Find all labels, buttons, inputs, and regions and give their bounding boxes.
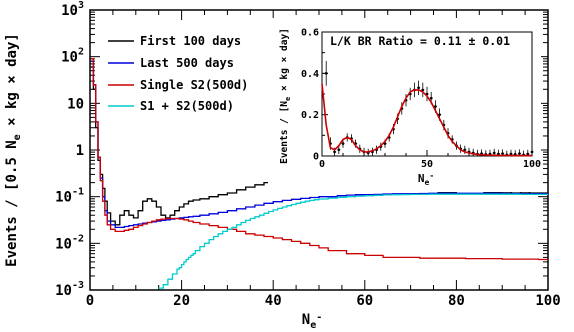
legend-label-s1-s2: S1 + S2(500d): [140, 99, 234, 113]
main-x-tick-label: 80: [448, 293, 465, 309]
main-y-tick-label: 10-1: [55, 187, 84, 206]
inset-y-axis-label: Events / [Ne × kg × day]: [279, 28, 292, 164]
inset-fit-curve: [321, 83, 532, 157]
legend-label-last-500-days: Last 500 days: [140, 56, 234, 70]
inset-data-point: [333, 150, 336, 154]
inset-data-point: [518, 152, 521, 155]
inset-data-point: [526, 152, 530, 156]
main-y-tick-label: 1: [76, 143, 84, 159]
inset-data-point: [417, 86, 420, 90]
main-x-tick-label: 100: [535, 293, 560, 309]
inset-data-point: [324, 72, 328, 75]
inset-data-point: [429, 96, 433, 100]
inset-data-point: [530, 150, 534, 154]
inset-data-point: [434, 105, 437, 108]
main-x-tick-label: 20: [173, 293, 190, 309]
inset-data-point: [341, 142, 345, 145]
main-y-tick-label: 10-2: [55, 233, 84, 252]
inset-data-point: [463, 148, 467, 152]
main-y-axis-label: Events / [0.5 Ne × kg × day]: [4, 33, 23, 267]
inset-background: [268, 18, 541, 192]
inset-data-point: [509, 152, 513, 156]
inset-y-tick-label: 0: [313, 152, 319, 163]
legend: First 100 days Last 500 days Single S2(5…: [108, 34, 248, 113]
inset-plot: 0 50 100 0 0.2 0.4 0.6 L/K BR Ratio = 0.11 ± 0…: [268, 18, 541, 192]
main-x-tick-label: 0: [86, 293, 94, 309]
main-y-tick-label: 102: [61, 47, 84, 66]
main-y-tick-label: 103: [61, 0, 84, 19]
main-x-tick-label: 60: [356, 293, 373, 309]
main-y-tick-label: 10-3: [55, 280, 84, 299]
main-series-line-3: [158, 193, 548, 289]
inset-data-point: [492, 151, 496, 155]
main-x-axis-label: Ne-: [302, 312, 323, 331]
inset-y-tick-label: 0.2: [301, 110, 319, 121]
main-y-tick-label: 10: [67, 96, 84, 112]
inset-x-axis-label: Ne-: [418, 171, 434, 187]
main-series-line-1: [91, 60, 548, 229]
main-x-tick-label: 40: [265, 293, 282, 309]
inset-x-tick-label: 50: [421, 159, 433, 170]
inset-data-point: [438, 113, 441, 116]
legend-label-single-s2: Single S2(500d): [140, 78, 248, 92]
inset-x-tick-label: 0: [319, 159, 325, 170]
inset-data-point: [421, 88, 425, 92]
inset-series-group: [321, 60, 534, 157]
inset-x-tick-label: 100: [523, 159, 541, 170]
inset-annotation: L/K BR Ratio = 0.11 ± 0.01: [330, 34, 510, 48]
inset-data-point: [337, 148, 341, 152]
inset-y-tick-label: 0.6: [301, 28, 319, 39]
inset-y-tick-label: 0.4: [301, 69, 319, 80]
main-series-line-2: [91, 58, 548, 261]
legend-label-first-100-days: First 100 days: [140, 34, 241, 48]
inset-data-point: [501, 152, 504, 155]
